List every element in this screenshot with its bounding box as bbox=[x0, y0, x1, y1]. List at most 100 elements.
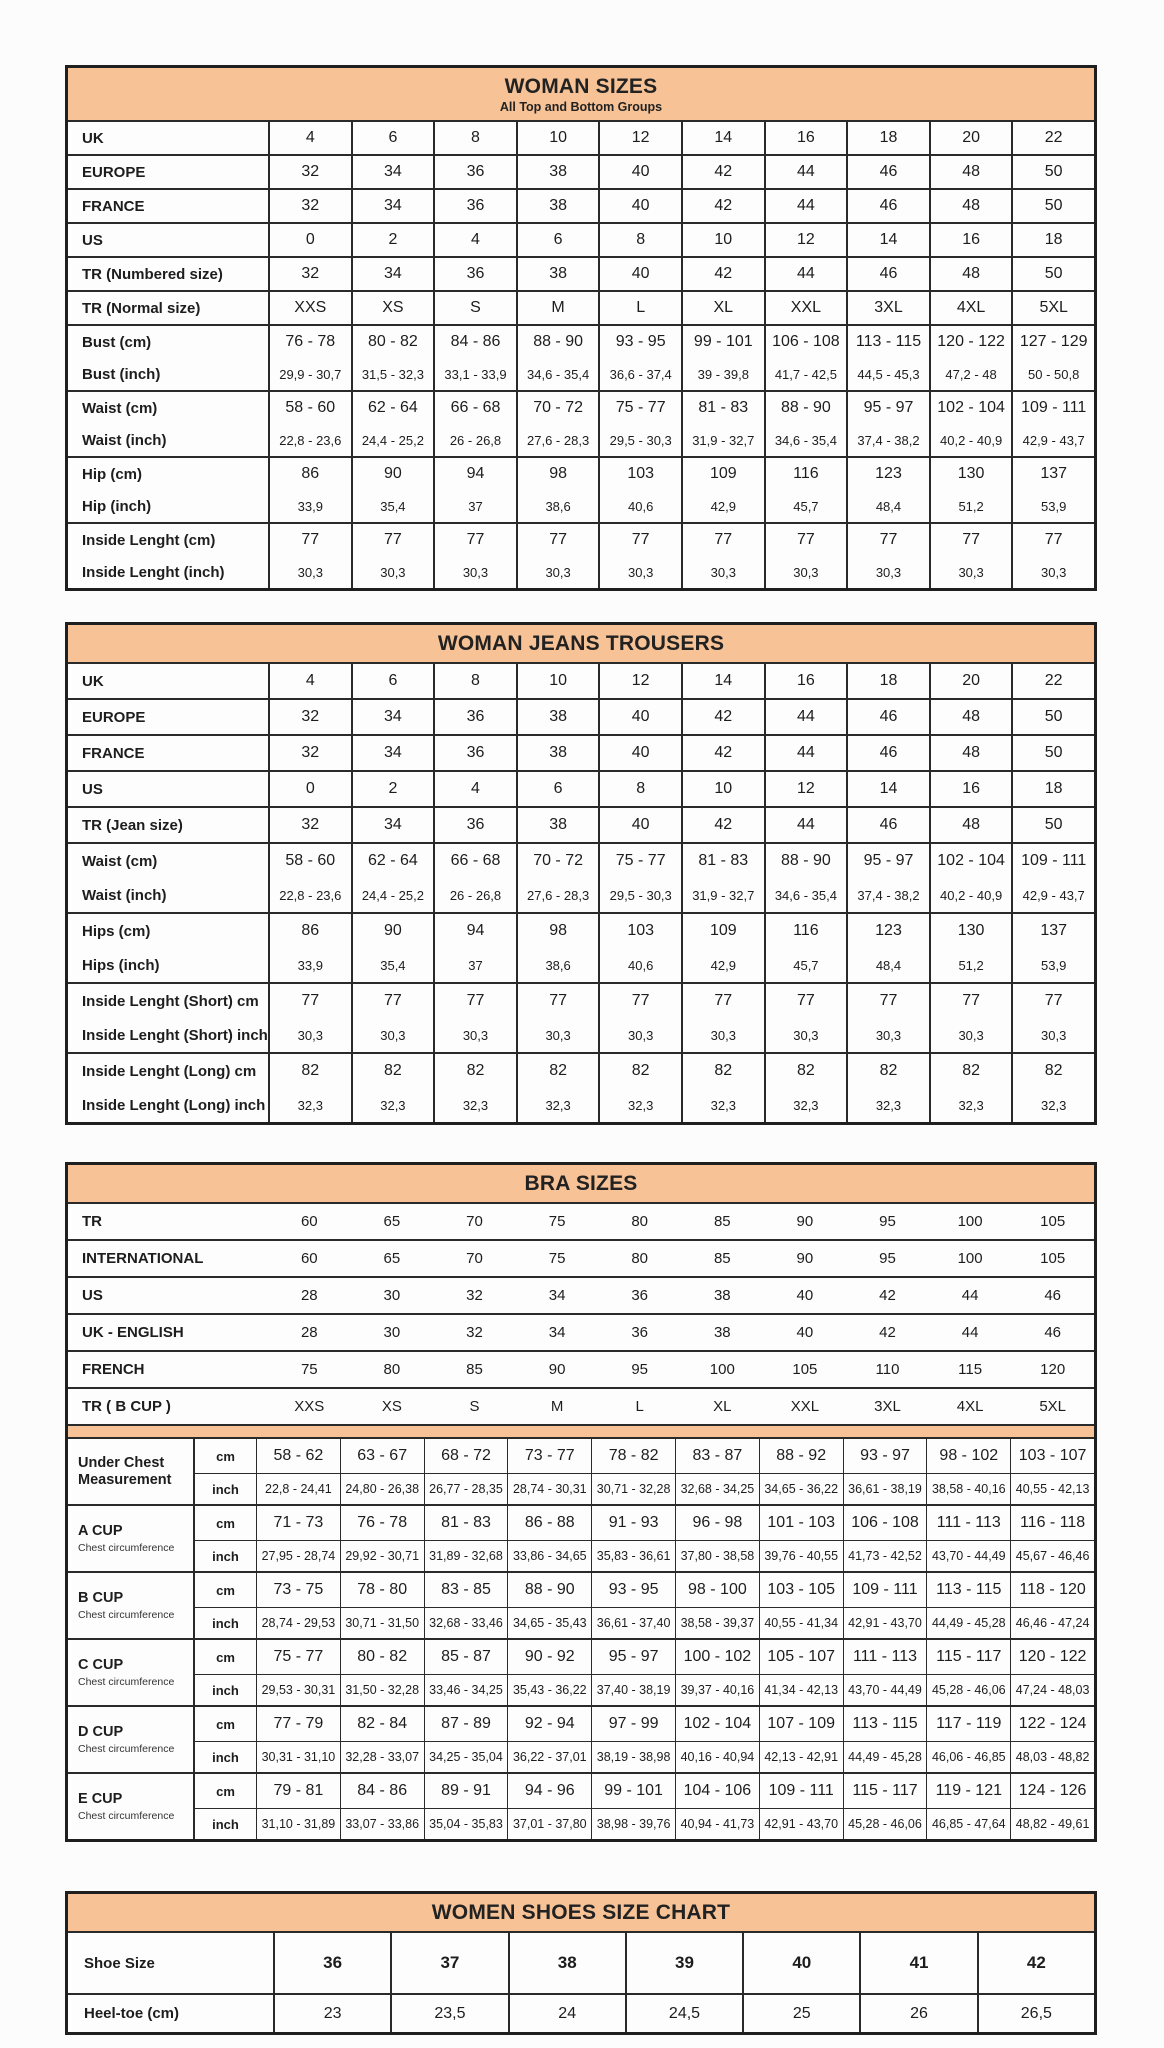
cell-value: 46 bbox=[879, 163, 898, 180]
unit-label: inch bbox=[193, 1741, 256, 1772]
value-cell: 102 - 104 40,2 - 40,9 bbox=[928, 392, 1012, 456]
cell-value: 2 bbox=[388, 780, 398, 797]
cell-value: 88 - 90 bbox=[533, 333, 583, 350]
woman-sizes-table: WOMAN SIZES All Top and Bottom Groups UK… bbox=[65, 65, 1097, 591]
cell-value: 30,3 bbox=[1041, 1027, 1067, 1043]
value-cell: 81 - 83 31,9 - 32,7 bbox=[680, 392, 764, 456]
unit-label: inch bbox=[193, 1473, 256, 1504]
cup-subtitle: Chest circumference bbox=[78, 1676, 175, 1688]
cell-value: 44 bbox=[796, 163, 815, 180]
value-cell: 90 35,4 bbox=[350, 458, 434, 522]
value-cell: 62 - 64 24,4 - 25,2 bbox=[350, 844, 434, 912]
row-label-text: Bust (inch) bbox=[82, 365, 161, 383]
cell-value: 22,8 - 23,6 bbox=[279, 887, 342, 903]
unit-label: inch bbox=[193, 1540, 256, 1571]
cell-value: 6 bbox=[388, 672, 398, 689]
value-cell: 32 bbox=[433, 1315, 516, 1350]
cell-value: 30,71 - 31,50 bbox=[339, 1607, 424, 1638]
row-label: Bust (cm) Bust (inch) bbox=[68, 326, 268, 390]
value-cell: 44 bbox=[763, 156, 847, 188]
value-cell: 38 bbox=[681, 1278, 764, 1313]
row-label-text: Waist (cm) bbox=[82, 399, 158, 417]
cell-value: 120 - 122 bbox=[1010, 1640, 1094, 1674]
cell-value: 94 - 96 bbox=[507, 1774, 591, 1808]
cell-value: 35,04 - 35,83 bbox=[423, 1808, 508, 1839]
table-row: UK 4 6 8 10 12 14 16 18 20 22 bbox=[68, 120, 1094, 154]
cup-label: C CUP Chest circumference bbox=[68, 1640, 193, 1705]
cup-name: C CUP bbox=[78, 1657, 124, 1673]
value-cell: 60 bbox=[268, 1241, 351, 1276]
cell-value: 34,65 - 36,22 bbox=[758, 1473, 843, 1504]
value-cell: XL bbox=[680, 292, 764, 324]
cell-value: 104 - 106 bbox=[675, 1774, 759, 1808]
cell-value: 88 - 90 bbox=[780, 852, 831, 869]
cell-value: 4XL bbox=[956, 299, 986, 316]
value-cell: 94 37 bbox=[433, 914, 516, 982]
value-cell: 24,5 bbox=[624, 1995, 742, 2032]
cell-value: 75 bbox=[300, 1361, 318, 1378]
cell-value: 42,91 - 43,70 bbox=[758, 1808, 843, 1839]
row-label: Inside Lenght (Short) cm Inside Lenght (S… bbox=[68, 984, 268, 1052]
cell-value: 75 bbox=[548, 1213, 566, 1230]
value-cell: 50 bbox=[1011, 808, 1094, 842]
value-cell: 80 bbox=[351, 1352, 434, 1387]
value-cell: 77 30,3 bbox=[350, 984, 434, 1052]
cell-value: 16 bbox=[796, 672, 815, 689]
cell-value: 30,3 bbox=[380, 1027, 406, 1043]
cell-value: 90 bbox=[796, 1213, 814, 1230]
value-cell: 10 bbox=[680, 224, 764, 256]
value-cell: 32 bbox=[268, 156, 351, 188]
cell-value: 40 bbox=[796, 1324, 814, 1341]
cell-value: 30,3 bbox=[545, 564, 571, 580]
value-cell: 14 bbox=[846, 772, 929, 806]
cell-value: 40,6 bbox=[628, 498, 654, 514]
value-cell: 66 - 68 26 - 26,8 bbox=[433, 392, 516, 456]
cell-value: 37,4 - 38,2 bbox=[857, 887, 920, 903]
cell-value: 31,50 - 32,28 bbox=[339, 1674, 424, 1705]
row-label-text: US bbox=[82, 1287, 103, 1304]
cell-value: 77 bbox=[796, 992, 815, 1009]
row-label: Heel-toe (cm) bbox=[68, 1995, 273, 2032]
value-cell: 77 30,3 bbox=[598, 984, 681, 1052]
table-row: Bust (cm) Bust (inch) 76 - 78 29,9 - 30,7 80… bbox=[68, 324, 1094, 390]
cell-value: 80 bbox=[631, 1213, 649, 1230]
value-cell: 5XL bbox=[1011, 292, 1094, 324]
value-cell: 3XL bbox=[846, 292, 929, 324]
value-cell: 32 bbox=[268, 190, 351, 222]
cell-value: 40,2 - 40,9 bbox=[940, 887, 1003, 903]
value-cell: 38 bbox=[507, 1933, 625, 1993]
bra-band-section: TR 60 65 70 75 80 85 90 95 100 105 INTERNATIONAL 60 6… bbox=[68, 1202, 1094, 1424]
cell-value: 25 bbox=[792, 2004, 811, 2022]
bra-section-divider bbox=[68, 1424, 1094, 1439]
value-cell: 77 30,3 bbox=[846, 984, 929, 1052]
cell-value: 50 - 50,8 bbox=[1028, 366, 1080, 382]
cell-value: 98 bbox=[549, 922, 567, 939]
value-cell: 38 bbox=[515, 700, 599, 734]
cell-value: 40 bbox=[631, 163, 650, 180]
value-cell: 34 bbox=[516, 1315, 599, 1350]
cell-value: 93 - 95 bbox=[591, 1573, 675, 1607]
value-cell: 4 bbox=[433, 224, 516, 256]
cell-value: 77 - 79 bbox=[256, 1707, 340, 1741]
value-cell: 70 - 72 27,6 - 28,3 bbox=[515, 844, 599, 912]
value-cell: 113 - 115 44,5 - 45,3 bbox=[846, 326, 929, 390]
cell-value: 30,3 bbox=[710, 564, 736, 580]
value-cell: 100 bbox=[681, 1352, 764, 1387]
cell-value: 35,4 bbox=[380, 957, 406, 973]
cell-value: 36,61 - 38,19 bbox=[842, 1473, 927, 1504]
value-cell: 10 bbox=[515, 122, 599, 154]
row-label-text: FRANCE bbox=[82, 197, 145, 215]
row-label: Waist (cm) Waist (inch) bbox=[68, 392, 268, 456]
woman-jeans-header: WOMAN JEANS TROUSERS bbox=[68, 625, 1094, 662]
value-cell: 4XL bbox=[928, 292, 1012, 324]
cell-value: 48,82 - 49,61 bbox=[1010, 1808, 1094, 1839]
cell-value: 90 bbox=[383, 465, 402, 482]
cell-value: 28,74 - 30,31 bbox=[507, 1473, 592, 1504]
cell-value: 46 bbox=[879, 816, 898, 833]
cell-value: 26 - 26,8 bbox=[449, 432, 502, 448]
unit-label: cm bbox=[193, 1439, 256, 1473]
cell-value: 26 bbox=[910, 2004, 928, 2022]
table-row: Hips (cm) Hips (inch) 86 33,9 90 35,4 94 37 98 38… bbox=[68, 912, 1094, 982]
cell-value: 44 bbox=[796, 816, 815, 833]
value-cell: 40 bbox=[764, 1278, 847, 1313]
